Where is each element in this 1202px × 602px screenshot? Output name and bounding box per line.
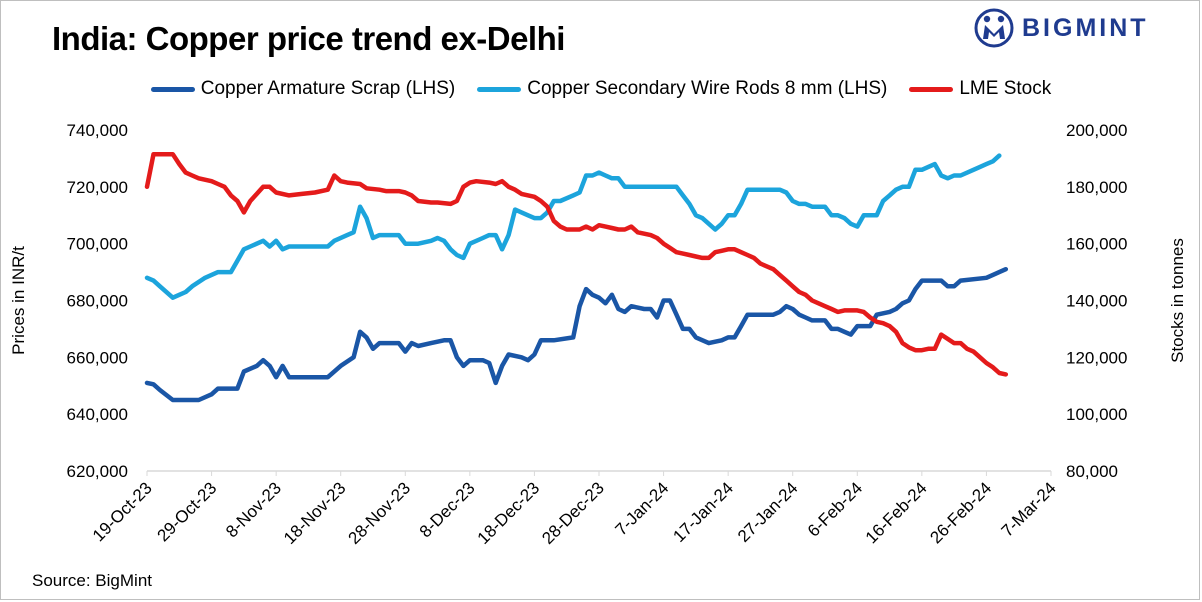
legend-label-armature: Copper Armature Scrap (LHS) [200, 78, 456, 99]
y-right-tick-label: 160,000 [1066, 235, 1127, 254]
bigmint-logo-icon [974, 8, 1014, 48]
legend-item-wire-rods: Copper Secondary Wire Rods 8 mm (LHS) [477, 78, 887, 100]
legend-swatch-armature [150, 86, 195, 92]
y-left-tick-label: 680,000 [67, 292, 128, 311]
x-tick-label: 26-Feb-24 [926, 478, 995, 547]
x-tick-label: 29-Oct-23 [154, 478, 221, 545]
x-tick-label: 8-Nov-23 [222, 478, 285, 541]
y-left-tick-label: 660,000 [67, 348, 128, 367]
y-right-tick-label: 140,000 [1066, 292, 1127, 311]
series-line-armature [144, 266, 1009, 403]
x-tick-label: 18-Dec-23 [474, 478, 544, 548]
y-right-tick-label: 180,000 [1066, 178, 1127, 197]
chart-title: India: Copper price trend ex-Delhi [52, 20, 565, 57]
x-tick-label: 8-Dec-23 [416, 478, 479, 541]
chart-legend: Copper Armature Scrap (LHS) Copper Secon… [0, 78, 1202, 100]
x-tick-label: 18-Nov-23 [280, 478, 350, 548]
y-left-tick-label: 700,000 [67, 235, 128, 254]
legend-swatch-lme [909, 86, 954, 92]
y-right-tick-label: 120,000 [1066, 348, 1127, 367]
x-tick-label: 19-Oct-23 [89, 478, 156, 545]
y-right-tick-label: 200,000 [1066, 121, 1127, 140]
bigmint-logo-text: BIGMINT [1022, 13, 1149, 42]
x-tick-label: 17-Jan-24 [669, 478, 737, 546]
bigmint-logo: BIGMINT [974, 8, 1149, 48]
x-tick-label: 28-Dec-23 [538, 478, 608, 548]
y-left-tick-label: 620,000 [67, 462, 128, 481]
y-right-axis-title: Stocks in tonnes [1168, 238, 1187, 363]
y-right-tick-label: 80,000 [1066, 462, 1118, 481]
series-line-wire-rods [144, 153, 1002, 300]
legend-item-armature: Copper Armature Scrap (LHS) [150, 78, 456, 100]
legend-swatch-wire-rods [477, 86, 522, 92]
legend-item-lme: LME Stock [909, 78, 1051, 100]
x-tick-label: 7-Mar-24 [998, 478, 1060, 540]
x-tick-label: 28-Nov-23 [345, 478, 415, 548]
x-tick-label: 6-Feb-24 [804, 478, 866, 540]
series-line-lme [144, 151, 1009, 377]
x-tick-label: 7-Jan-24 [612, 478, 673, 539]
y-left-tick-label: 740,000 [67, 121, 128, 140]
x-tick-label: 27-Jan-24 [734, 478, 802, 546]
y-left-tick-label: 720,000 [67, 178, 128, 197]
legend-label-lme: LME Stock [959, 78, 1052, 99]
x-tick-label: 16-Feb-24 [862, 478, 931, 547]
y-right-tick-label: 100,000 [1066, 405, 1127, 424]
y-left-tick-label: 640,000 [67, 405, 128, 424]
legend-label-wire-rods: Copper Secondary Wire Rods 8 mm (LHS) [527, 78, 888, 99]
source-note: Source: BigMint [32, 571, 152, 590]
y-left-axis-title: Prices in INR/t [9, 246, 28, 355]
